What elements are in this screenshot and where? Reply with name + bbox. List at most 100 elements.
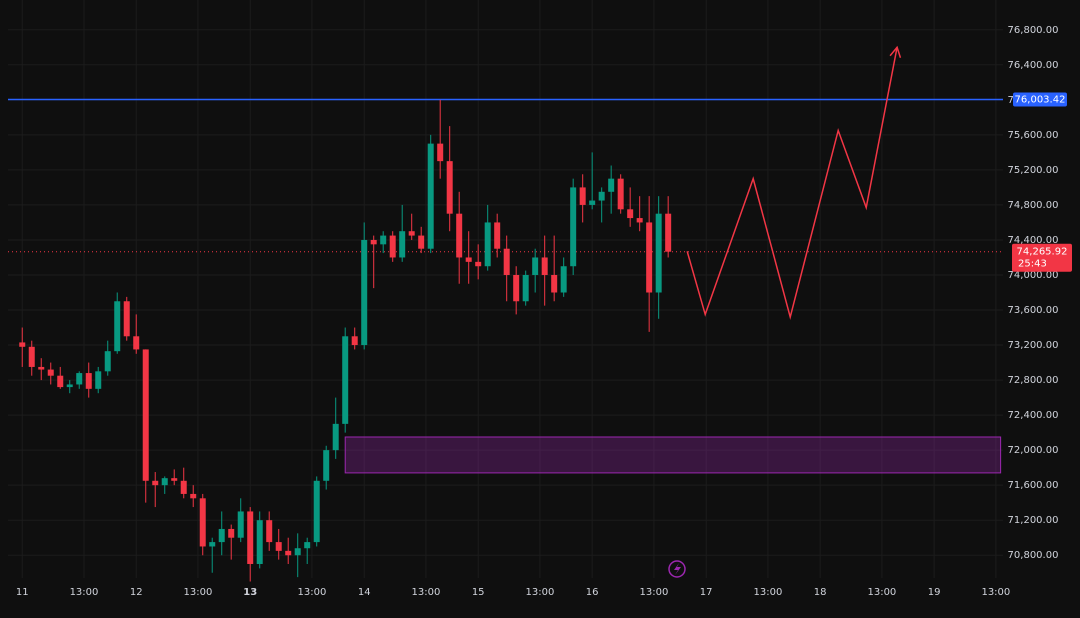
y-tick-label: 70,800.00 xyxy=(1008,550,1059,561)
candle-body xyxy=(513,274,520,302)
candle-body xyxy=(522,274,529,302)
plot xyxy=(8,45,1003,582)
level-tag xyxy=(1013,92,1067,107)
candle-body xyxy=(370,239,377,245)
x-tick-label: 13:00 xyxy=(298,587,327,598)
candle-body xyxy=(627,209,634,219)
candle-body xyxy=(408,231,415,236)
candle-body xyxy=(484,222,491,267)
y-tick-label: 76,800.00 xyxy=(1008,25,1059,36)
candle-body xyxy=(294,548,301,556)
candle-body xyxy=(579,187,586,205)
candle-body xyxy=(427,143,434,249)
y-tick-label: 74,000.00 xyxy=(1008,270,1059,281)
candle-body xyxy=(180,480,187,494)
x-tick-label: 19 xyxy=(928,587,941,598)
candle-body xyxy=(570,187,577,267)
candle-body xyxy=(655,213,662,293)
candle-body xyxy=(104,351,111,372)
candle-body xyxy=(418,235,425,249)
x-tick-label: 13:00 xyxy=(412,587,441,598)
candle-body xyxy=(285,550,292,556)
candle-body xyxy=(237,511,244,538)
candle-body xyxy=(114,301,121,352)
candle-body xyxy=(608,178,615,192)
y-tick-label: 75,200.00 xyxy=(1008,165,1059,176)
candle-body xyxy=(28,346,35,367)
candle-body xyxy=(256,520,263,564)
y-tick-label: 72,400.00 xyxy=(1008,410,1059,421)
x-tick-label: 12 xyxy=(130,587,143,598)
x-tick-label: 13 xyxy=(243,587,257,598)
candle-body xyxy=(456,213,463,258)
candle-body xyxy=(266,520,273,543)
y-tick-label: 75,600.00 xyxy=(1008,130,1059,141)
candle-body xyxy=(190,493,197,499)
y-tick-label: 76,400.00 xyxy=(1008,60,1059,71)
candle-body xyxy=(541,257,548,275)
event-icon-bolt xyxy=(674,563,681,575)
candle-body xyxy=(304,542,311,549)
candle-body xyxy=(85,373,92,389)
candle-body xyxy=(503,248,510,275)
x-tick-label: 13:00 xyxy=(70,587,99,598)
candle-body xyxy=(66,384,73,388)
x-tick-label: 14 xyxy=(358,587,371,598)
y-tick-label: 72,800.00 xyxy=(1008,375,1059,386)
candle-body xyxy=(636,218,643,223)
x-tick-label: 16 xyxy=(586,587,599,598)
candle-body xyxy=(646,222,653,293)
candle-body xyxy=(47,369,54,376)
y-tick-label: 71,200.00 xyxy=(1008,515,1059,526)
candle-body xyxy=(38,366,45,370)
candle-body xyxy=(313,480,320,543)
candle-body xyxy=(494,222,501,249)
y-tick-label: 71,600.00 xyxy=(1008,480,1059,491)
candle-body xyxy=(560,266,567,293)
candle-body xyxy=(123,301,130,337)
candle-body xyxy=(218,528,225,543)
candle-body xyxy=(437,143,444,162)
candle-body xyxy=(551,274,558,293)
candle-body xyxy=(228,528,235,538)
x-tick-label: 13:00 xyxy=(640,587,669,598)
x-tick-label: 17 xyxy=(700,587,713,598)
candle-body xyxy=(332,423,339,451)
candle-body xyxy=(161,478,168,486)
candle-body xyxy=(209,542,216,547)
x-tick-label: 11 xyxy=(16,587,29,598)
candle-body xyxy=(133,336,140,350)
candle-body xyxy=(247,511,254,564)
x-tick-label: 15 xyxy=(472,587,485,598)
candle-body xyxy=(399,231,406,258)
x-tick-label: 13:00 xyxy=(867,587,896,598)
candle-body xyxy=(95,371,102,389)
axes: 70,800.00 71,200.00 71,600.00 72,000.00 72,4… xyxy=(16,25,1072,598)
candle-body xyxy=(323,450,330,481)
candle-body xyxy=(389,235,396,258)
candle-body xyxy=(532,257,539,275)
x-tick-label: 13:00 xyxy=(526,587,555,598)
candle-body xyxy=(275,542,282,551)
candle-body xyxy=(465,257,472,262)
candle-body xyxy=(446,161,453,214)
candle-body xyxy=(665,213,672,252)
countdown-label: 25:43 xyxy=(1018,259,1047,270)
candle-body xyxy=(76,373,83,385)
y-tick-label: 74,800.00 xyxy=(1008,200,1059,211)
x-tick-label: 13:00 xyxy=(981,587,1010,598)
y-tick-label: 73,200.00 xyxy=(1008,340,1059,351)
y-tick-label: 74,400.00 xyxy=(1008,235,1059,246)
candle-body xyxy=(598,191,605,201)
event-icon[interactable] xyxy=(668,560,686,578)
projection-arrowhead xyxy=(889,45,902,58)
candle-body xyxy=(171,478,178,481)
x-tick-label: 13:00 xyxy=(184,587,213,598)
last-price-tag xyxy=(1012,243,1072,272)
candle-body xyxy=(361,239,368,346)
candle-body xyxy=(342,336,349,424)
zone xyxy=(344,436,1002,474)
candle-body xyxy=(152,480,159,486)
projection-line xyxy=(686,47,898,320)
